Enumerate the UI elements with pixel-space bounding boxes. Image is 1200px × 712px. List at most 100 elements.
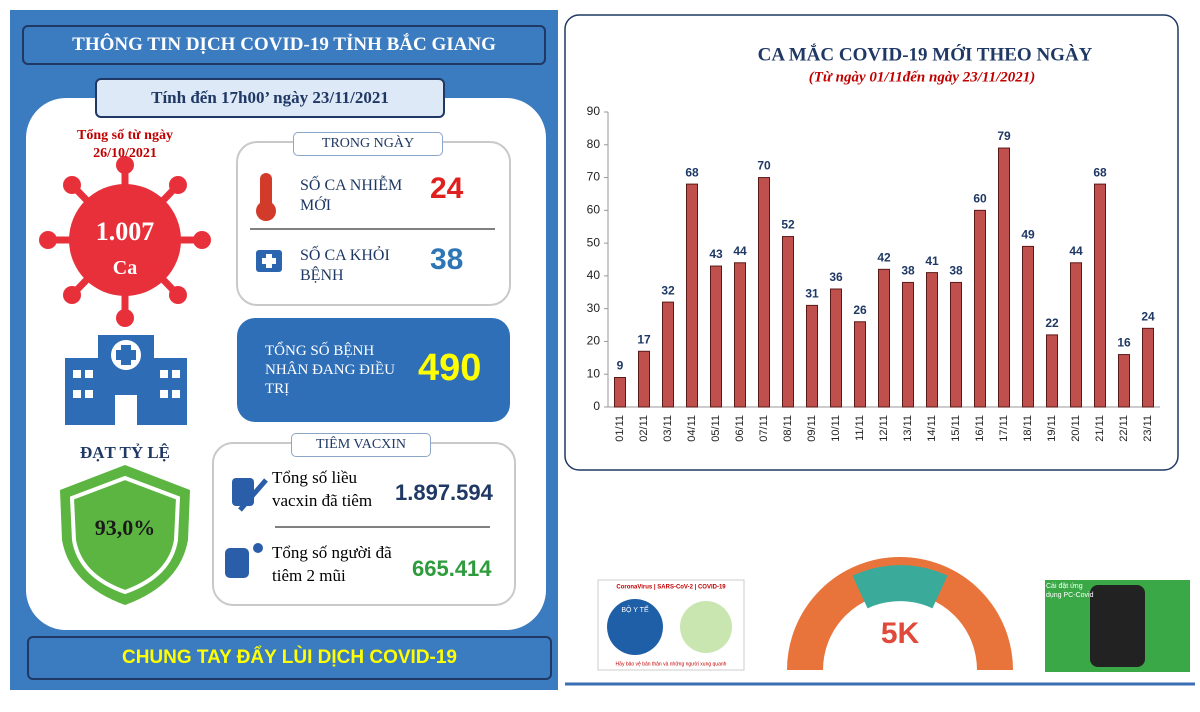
shield-inner bbox=[69, 475, 181, 595]
y-tick-label: 30 bbox=[587, 301, 601, 315]
x-tick-label: 13/11 bbox=[902, 415, 914, 442]
recovered-label: SỐ CA KHỎI BỆNH bbox=[300, 247, 390, 284]
y-tick-label: 60 bbox=[587, 203, 601, 217]
value-label: 42 bbox=[877, 251, 891, 265]
x-tick-label: 08/11 bbox=[782, 415, 794, 442]
x-tick-label: 22/11 bbox=[1118, 415, 1130, 442]
bar bbox=[878, 268, 890, 408]
moh-logo bbox=[607, 599, 663, 655]
vaccine-icon bbox=[225, 543, 263, 578]
bar bbox=[1094, 183, 1106, 408]
bar bbox=[710, 265, 722, 408]
x-tick-label: 15/11 bbox=[950, 415, 962, 442]
value-label: 24 bbox=[1141, 310, 1155, 324]
x-tick-label: 18/11 bbox=[1022, 415, 1034, 442]
bar bbox=[854, 321, 866, 408]
value-label: 60 bbox=[973, 192, 987, 206]
bar bbox=[974, 209, 986, 408]
value-label: 68 bbox=[685, 165, 699, 179]
value-label: 36 bbox=[829, 270, 843, 284]
chart-subtitle: (Từ ngày 01/11đến ngày 23/11/2021) bbox=[809, 69, 1036, 85]
left-panel-art bbox=[10, 10, 558, 690]
moh-name: BỘ Y TẾ bbox=[621, 604, 649, 614]
bar bbox=[686, 183, 698, 408]
y-tick-label: 20 bbox=[587, 334, 601, 348]
value-label: 26 bbox=[853, 303, 867, 317]
x-tick-label: 14/11 bbox=[926, 415, 938, 442]
x-tick-label: 11/11 bbox=[854, 415, 866, 441]
five-k-text: 5K bbox=[881, 617, 920, 650]
total-unit: Ca bbox=[112, 256, 138, 279]
y-tick-label: 80 bbox=[587, 137, 601, 151]
hospital-icon bbox=[65, 335, 187, 425]
y-tick-label: 40 bbox=[587, 268, 601, 282]
bar bbox=[638, 350, 650, 408]
x-tick-label: 10/11 bbox=[830, 415, 842, 442]
bar bbox=[902, 281, 914, 408]
y-tick-label: 90 bbox=[587, 104, 601, 118]
rate-label: ĐẠT TỶ LỆ bbox=[79, 443, 171, 462]
bar bbox=[1022, 245, 1034, 408]
bar bbox=[1142, 327, 1154, 408]
bar bbox=[782, 236, 794, 408]
bar bbox=[998, 147, 1010, 408]
five-k-ring bbox=[852, 565, 948, 609]
treating-value: 490 bbox=[418, 347, 482, 389]
rate-value: 93,0% bbox=[94, 515, 156, 540]
vaccine-header: TIÊM VACXIN bbox=[291, 433, 431, 457]
value-label: 32 bbox=[661, 283, 675, 297]
thermometer-icon bbox=[256, 173, 276, 221]
moh-slogan: Hãy bảo vệ bản thân và những người xung … bbox=[616, 661, 727, 667]
y-tick-label: 50 bbox=[587, 235, 601, 249]
bar bbox=[1070, 262, 1082, 408]
two-dose-label: Tổng số người đã tiêm 2 mũi bbox=[272, 543, 392, 585]
doses-label: Tổng số liều vacxin đã tiêm bbox=[272, 468, 373, 510]
new-cases-value: 24 bbox=[430, 172, 464, 205]
bar bbox=[1118, 354, 1130, 408]
value-label: 70 bbox=[757, 159, 771, 173]
family-art bbox=[680, 601, 732, 653]
new-cases-label: SỐ CA NHIỄM MỚI bbox=[300, 177, 403, 214]
x-tick-label: 03/11 bbox=[662, 415, 674, 442]
x-tick-label: 01/11 bbox=[614, 415, 626, 442]
medkit-icon bbox=[256, 250, 282, 272]
x-tick-label: 04/11 bbox=[686, 415, 698, 442]
bar bbox=[806, 304, 818, 408]
bar bbox=[734, 262, 746, 408]
left-title: THÔNG TIN DỊCH COVID-19 TỈNH BẮC GIANG bbox=[22, 25, 546, 65]
bar bbox=[926, 272, 938, 408]
value-label: 38 bbox=[901, 264, 915, 278]
value-label: 38 bbox=[949, 264, 963, 278]
value-label: 41 bbox=[925, 254, 939, 268]
value-label: 44 bbox=[1069, 244, 1083, 258]
x-tick-label: 17/11 bbox=[998, 415, 1010, 442]
value-label: 44 bbox=[733, 244, 747, 258]
total-value: 1.007 bbox=[95, 217, 155, 246]
x-tick-label: 09/11 bbox=[806, 415, 818, 442]
treating-card bbox=[237, 318, 510, 422]
x-tick-label: 12/11 bbox=[878, 415, 890, 442]
bar bbox=[830, 288, 842, 408]
y-tick-label: 10 bbox=[587, 366, 601, 380]
value-label: 17 bbox=[637, 332, 651, 346]
shield-icon bbox=[60, 465, 190, 605]
value-label: 31 bbox=[805, 287, 819, 301]
x-tick-label: 21/11 bbox=[1094, 415, 1106, 442]
virus-icon bbox=[39, 156, 211, 327]
chart-title: CA MẮC COVID-19 MỚI THEO NGÀY bbox=[758, 43, 1093, 65]
x-tick-label: 06/11 bbox=[734, 415, 746, 442]
bar bbox=[1046, 334, 1058, 408]
bar bbox=[758, 177, 770, 408]
value-label: 68 bbox=[1093, 165, 1107, 179]
total-label: Tổng số từ ngày 26/10/2021 bbox=[77, 128, 173, 161]
bar bbox=[662, 301, 674, 408]
x-tick-label: 02/11 bbox=[638, 415, 650, 442]
value-label: 22 bbox=[1045, 316, 1059, 330]
x-tick-label: 20/11 bbox=[1070, 415, 1082, 442]
doses-value: 1.897.594 bbox=[395, 480, 493, 505]
value-label: 49 bbox=[1021, 228, 1035, 242]
x-tick-label: 16/11 bbox=[974, 415, 986, 442]
syringe-icon bbox=[232, 478, 268, 512]
app-text: Cài đặt ứng dụng PC-Covid bbox=[1046, 583, 1094, 599]
